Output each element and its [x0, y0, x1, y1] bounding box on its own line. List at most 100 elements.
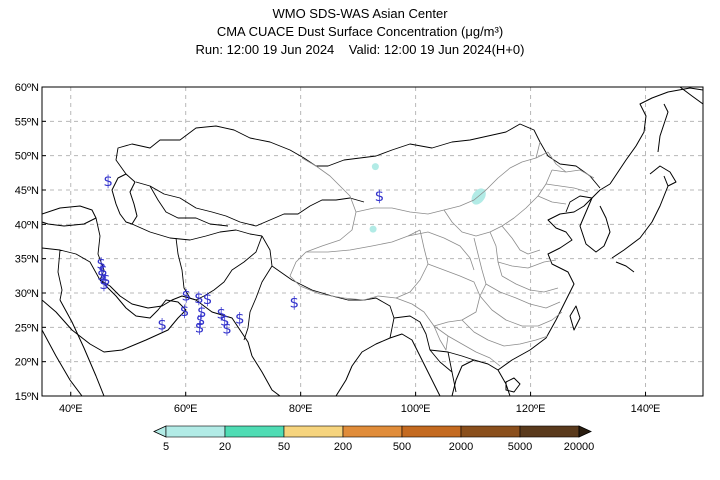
red-sea-coast-east	[59, 299, 105, 396]
black-sea-outline	[42, 205, 97, 227]
lat-tick-label: 40ºN	[15, 219, 39, 231]
colorbar-label: 2000	[449, 441, 473, 453]
title-line2: CMA CUACE Dust Surface Concentration (μg…	[216, 24, 504, 39]
china-west-border	[289, 157, 501, 367]
lon-tick-label: 100ºE	[401, 403, 431, 415]
iran-afghan-border	[175, 237, 197, 301]
dust-storm-symbol: $	[99, 275, 109, 293]
valid-time: Valid: 12:00 19 Jun 2024(H+0)	[348, 42, 525, 57]
dust-storm-symbol: $	[157, 316, 167, 334]
india-coast	[251, 337, 391, 396]
uzbek-border	[149, 185, 229, 227]
dust-storm-symbol: $	[197, 303, 207, 321]
dust-patch	[369, 225, 377, 233]
map-features: $$$$$$$ $ $$ $ $$ $ $$ $ $$$	[42, 87, 703, 396]
axis-ticks	[42, 86, 647, 397]
lon-tick-label: 80ºE	[289, 403, 313, 415]
lon-tick-label: 140ºE	[631, 403, 661, 415]
central-asia-borders	[135, 181, 365, 227]
colorbar-label: 200	[334, 441, 352, 453]
dust-storm-symbol: $	[101, 270, 111, 288]
run-time: Run: 12:00 19 Jun 2024	[195, 42, 335, 57]
lon-tick-label: 40ºE	[59, 403, 83, 415]
indochina-coast	[451, 359, 511, 396]
korea-china-border	[565, 195, 593, 213]
colorbar-label: 20	[219, 441, 231, 453]
colorbar: 5 20 50 200 500 2000 5000 20000	[153, 425, 595, 453]
dust-storm-symbol: $	[181, 287, 191, 305]
sakhalin-island	[657, 103, 669, 153]
lon-tick-label: 60ºE	[174, 403, 198, 415]
colorbar-segment	[401, 425, 462, 438]
colorbar-segment	[283, 425, 344, 438]
china-provinces	[289, 141, 595, 367]
dust-storm-symbol: $	[220, 311, 230, 329]
dust-storm-symbol: $	[217, 305, 227, 323]
dust-storm-symbols: $$$$$$$ $ $$ $ $$ $ $$ $ $$$	[96, 172, 384, 338]
dust-storm-symbol: $	[180, 302, 190, 320]
dust-storm-symbol: $	[103, 172, 113, 190]
heilongjiang	[535, 141, 567, 173]
colorbar-segment	[342, 425, 403, 438]
colorbar-segment	[460, 425, 521, 438]
dust-storm-symbol: $	[222, 320, 232, 338]
qinghai	[395, 229, 429, 299]
afghan-pak-border	[195, 235, 263, 301]
map-frame	[41, 86, 704, 397]
indochina-borders	[429, 349, 475, 393]
inner-mongolia	[443, 169, 553, 237]
taiwan-island	[569, 305, 581, 331]
dust-storm-symbol: $	[97, 266, 107, 284]
dust-storm-symbol: $	[290, 294, 300, 312]
japan-islands	[611, 165, 677, 273]
iran-iraq-border	[95, 217, 105, 281]
dust-storm-symbol: $	[235, 309, 245, 327]
dust-storm-symbol: $	[194, 289, 204, 307]
colorbar-label: 500	[393, 441, 411, 453]
title-line1: WMO SDS-WAS Asian Center	[272, 6, 448, 21]
myanmar-border	[393, 315, 453, 373]
hunan-jiangxi	[479, 295, 563, 327]
colorbar-label: 50	[278, 441, 290, 453]
lat-tick-label: 60ºN	[15, 82, 39, 94]
dust-storm-symbol: $	[375, 187, 385, 205]
run-valid-line: Run: 12:00 19 Jun 2024 Valid: 12:00 19 J…	[0, 42, 720, 58]
lon-tick-label: 120ºE	[516, 403, 546, 415]
arabian-coast	[42, 279, 187, 353]
lat-tick-label: 35ºN	[15, 254, 39, 266]
lat-tick-label: 55ºN	[15, 116, 39, 128]
guizhou-guangxi	[461, 319, 549, 347]
shanxi-hebei	[489, 225, 541, 277]
colorbar-segment	[519, 425, 580, 438]
far-east-coast	[609, 87, 703, 185]
graticule	[42, 87, 703, 396]
lat-tick-label: 30ºN	[15, 288, 39, 300]
gulf-coast	[99, 279, 197, 309]
lat-tick-label: 50ºN	[15, 151, 39, 163]
lat-tick-label: 20ºN	[15, 357, 39, 369]
lon-tick-labels: 40ºE 60ºE 80ºE 100ºE 120ºE 140ºE	[59, 403, 660, 415]
makran-coast	[195, 299, 253, 357]
colorbar-label: 20000	[564, 441, 595, 453]
hainan-island	[505, 377, 521, 393]
china-coast	[497, 183, 611, 371]
coastlines	[42, 87, 703, 396]
country-borders	[42, 123, 601, 393]
pak-india-border	[243, 235, 273, 341]
lat-tick-label: 15ºN	[15, 391, 39, 403]
shaanxi	[473, 237, 487, 297]
dust-storm-symbol: $	[196, 311, 206, 329]
lat-tick-labels: 15ºN 20ºN 25ºN 30ºN 35ºN 40ºN 45ºN 50ºN 55ºN 60ºN	[15, 82, 39, 403]
colorbar-segment	[224, 425, 285, 438]
turkmenistan-border	[131, 223, 263, 241]
henan-shandong	[497, 259, 559, 293]
colorbar-low-arrow	[153, 425, 167, 438]
red-sea-coast	[42, 329, 83, 396]
colorbar-label: 5	[163, 441, 169, 453]
china-north-border	[355, 151, 549, 215]
hubei-anhui	[485, 283, 561, 309]
kamchatka-coast	[679, 87, 703, 105]
colorbar-high-arrow	[578, 425, 592, 438]
colorbar-label: 5000	[508, 441, 532, 453]
